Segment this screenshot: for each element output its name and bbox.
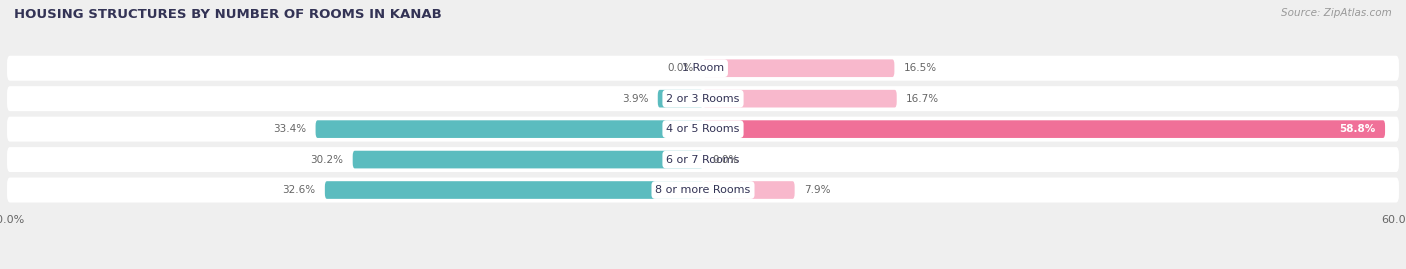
Text: 4 or 5 Rooms: 4 or 5 Rooms: [666, 124, 740, 134]
Text: HOUSING STRUCTURES BY NUMBER OF ROOMS IN KANAB: HOUSING STRUCTURES BY NUMBER OF ROOMS IN…: [14, 8, 441, 21]
FancyBboxPatch shape: [7, 147, 1399, 172]
FancyBboxPatch shape: [315, 120, 703, 138]
Text: 2 or 3 Rooms: 2 or 3 Rooms: [666, 94, 740, 104]
Text: 16.5%: 16.5%: [904, 63, 936, 73]
FancyBboxPatch shape: [7, 117, 1399, 141]
Text: 3.9%: 3.9%: [621, 94, 648, 104]
Text: 1 Room: 1 Room: [682, 63, 724, 73]
Text: 33.4%: 33.4%: [273, 124, 307, 134]
FancyBboxPatch shape: [703, 120, 1385, 138]
FancyBboxPatch shape: [325, 181, 703, 199]
Text: Source: ZipAtlas.com: Source: ZipAtlas.com: [1281, 8, 1392, 18]
Text: 0.0%: 0.0%: [668, 63, 693, 73]
Text: 7.9%: 7.9%: [804, 185, 831, 195]
FancyBboxPatch shape: [658, 90, 703, 108]
Text: 30.2%: 30.2%: [311, 155, 343, 165]
Text: 6 or 7 Rooms: 6 or 7 Rooms: [666, 155, 740, 165]
FancyBboxPatch shape: [703, 90, 897, 108]
Text: 16.7%: 16.7%: [905, 94, 939, 104]
FancyBboxPatch shape: [7, 178, 1399, 203]
Text: 58.8%: 58.8%: [1340, 124, 1376, 134]
Text: 32.6%: 32.6%: [283, 185, 315, 195]
FancyBboxPatch shape: [7, 86, 1399, 111]
Text: 0.0%: 0.0%: [713, 155, 738, 165]
Text: 8 or more Rooms: 8 or more Rooms: [655, 185, 751, 195]
FancyBboxPatch shape: [703, 59, 894, 77]
FancyBboxPatch shape: [703, 181, 794, 199]
FancyBboxPatch shape: [353, 151, 703, 168]
FancyBboxPatch shape: [7, 56, 1399, 81]
